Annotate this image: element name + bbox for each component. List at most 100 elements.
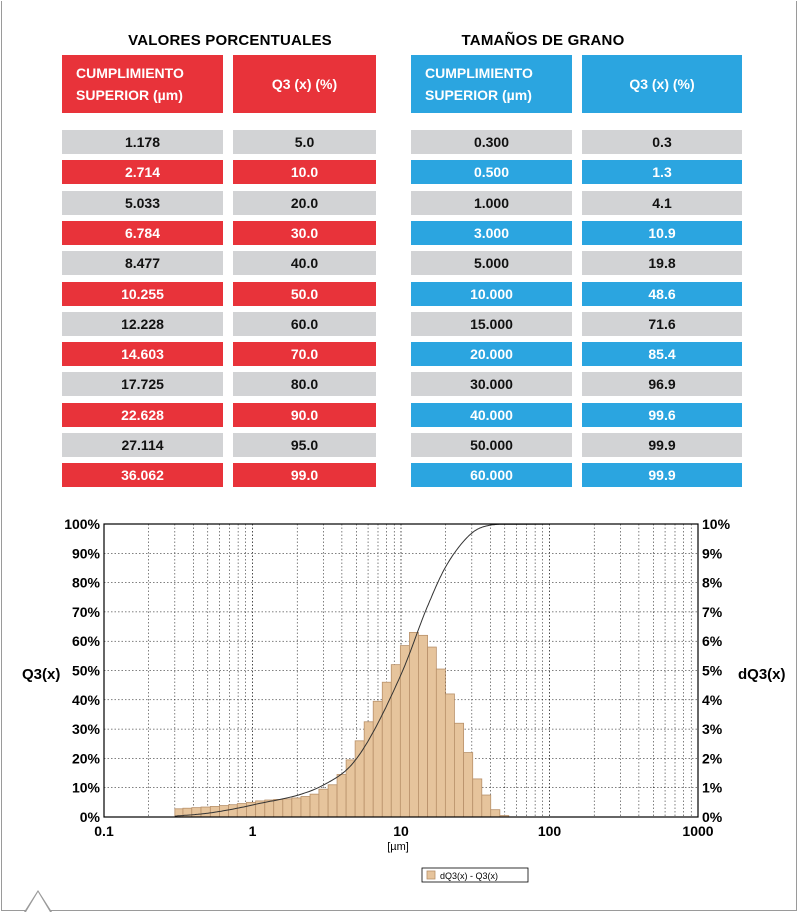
histogram-bar-36 [490, 809, 501, 818]
left-row-10-q3: 90.0 [233, 402, 376, 427]
histogram-bar-33 [463, 752, 474, 818]
y-left-tick-label: 100% [64, 516, 100, 532]
right-row-6-q3: 48.6 [582, 281, 742, 306]
histogram-bar-32 [454, 722, 465, 818]
right-row-8-size: 20.000 [411, 342, 572, 367]
legend-box [421, 867, 529, 883]
y-left-label: Q3(x) [22, 666, 60, 683]
y-right-tick-label: 9% [702, 545, 723, 561]
histogram-bar-3 [191, 807, 202, 818]
legend-label: dQ3(x) - Q3(x) [440, 871, 498, 881]
y-left-tick-label: 0% [80, 809, 101, 825]
histogram-bar-26 [399, 645, 410, 818]
histogram-bar-34 [472, 778, 483, 818]
left-row-12-size: 36.062 [62, 463, 223, 488]
y-right-tick-label: 4% [702, 692, 723, 708]
left-row-7-q3: 60.0 [233, 311, 376, 336]
histogram-bar-29 [427, 646, 437, 818]
y-left-tick-label: 60% [72, 633, 101, 649]
right-row-5-size: 5.000 [411, 251, 572, 276]
legend-swatch [426, 870, 436, 880]
histogram-bar-35 [481, 794, 492, 818]
left-row-9-q3: 80.0 [233, 372, 376, 397]
right-row-9-size: 30.000 [411, 372, 572, 397]
right-col1-header: CUMPLIMIENTO SUPERIOR (µm) [411, 55, 572, 113]
left-row-11-q3: 95.0 [233, 433, 376, 457]
left-col2-header: Q3 (x) (%) [233, 55, 376, 113]
histogram-bar-14 [291, 797, 302, 818]
histogram-bar-8 [236, 803, 247, 818]
y-left-tick-label: 40% [72, 692, 101, 708]
histogram-bar-25 [390, 664, 401, 818]
y-left-tick-label: 10% [72, 780, 101, 796]
left-row-1-size: 1.178 [62, 130, 223, 154]
left-row-6-size: 10.255 [62, 281, 223, 306]
x-tick-label: 1000 [682, 823, 713, 839]
x-tick-label: 0.1 [94, 823, 114, 839]
right-row-3-q3: 4.1 [582, 190, 742, 215]
left-row-1-q3: 5.0 [233, 130, 376, 154]
histogram-bar-31 [444, 693, 455, 818]
x-tick-label: 1 [249, 823, 257, 839]
histogram-bar-12 [273, 799, 284, 818]
y-right-label: dQ3(x) [738, 666, 786, 683]
cumulative-curve [174, 523, 550, 817]
y-right-tick-label: 7% [702, 604, 723, 620]
y-right-tick-label: 5% [702, 663, 723, 679]
x-tick-label: 10 [393, 823, 409, 839]
histogram-bar-18 [327, 784, 338, 818]
legend: dQ3(x) - Q3(x) [421, 867, 529, 883]
left-row-2-q3: 10.0 [233, 160, 376, 185]
corner-triangle-icon [24, 890, 52, 912]
histogram-bar-23 [372, 700, 383, 818]
y-left-tick-label: 50% [72, 663, 101, 679]
right-row-10-size: 40.000 [411, 402, 572, 427]
right-row-1-size: 0.300 [411, 130, 572, 154]
right-row-10-q3: 99.6 [582, 402, 742, 427]
right-row-12-q3: 99.9 [582, 463, 742, 488]
y-left-tick-label: 70% [72, 604, 101, 620]
y-right-tick-label: 1% [702, 780, 723, 796]
right-row-1-q3: 0.3 [582, 130, 742, 154]
left-row-5-q3: 40.0 [233, 251, 376, 276]
right-row-4-size: 3.000 [411, 220, 572, 245]
y-right-tick-label: 6% [702, 633, 723, 649]
histogram-bar-24 [381, 681, 392, 818]
left-row-5-size: 8.477 [62, 251, 223, 276]
left-row-12-q3: 99.0 [233, 463, 376, 488]
right-row-3-size: 1.000 [411, 190, 572, 215]
right-row-11-size: 50.000 [411, 433, 572, 457]
left-row-4-q3: 30.0 [233, 220, 376, 245]
plot-frame [103, 523, 699, 818]
y-right-tick-label: 2% [702, 750, 723, 766]
right-row-2-q3: 1.3 [582, 160, 742, 185]
right-row-11-q3: 99.9 [582, 433, 742, 457]
y-right-tick-label: 8% [702, 575, 723, 591]
right-row-6-size: 10.000 [411, 281, 572, 306]
y-left-tick-label: 90% [72, 545, 101, 561]
histogram-bar-16 [309, 793, 320, 818]
left-table-title: VALORES PORCENTUALES [128, 32, 332, 49]
left-row-8-size: 14.603 [62, 342, 223, 367]
x-tick-label: 100 [538, 823, 562, 839]
left-row-4-size: 6.784 [62, 220, 223, 245]
left-row-3-size: 5.033 [62, 190, 223, 215]
right-row-2-size: 0.500 [411, 160, 572, 185]
histogram-bar-21 [354, 740, 365, 818]
x-axis-label: [µm] [387, 841, 409, 853]
y-right-tick-label: 0% [702, 809, 723, 825]
histogram-bar-4 [200, 806, 211, 818]
left-row-10-size: 22.628 [62, 402, 223, 427]
chart-grid [104, 524, 698, 817]
right-col2-header: Q3 (x) (%) [582, 55, 742, 113]
left-row-3-q3: 20.0 [233, 190, 376, 215]
right-row-7-size: 15.000 [411, 311, 572, 336]
histogram-bar-7 [228, 804, 238, 818]
left-row-7-size: 12.228 [62, 311, 223, 336]
left-row-2-size: 2.714 [62, 160, 223, 185]
right-row-7-q3: 71.6 [582, 311, 742, 336]
y-right-ticks: 0% 1% 2% 3% 4% 5% 6% 7% 8% 9% 10% [702, 516, 731, 825]
histogram-bar-27 [409, 632, 419, 818]
